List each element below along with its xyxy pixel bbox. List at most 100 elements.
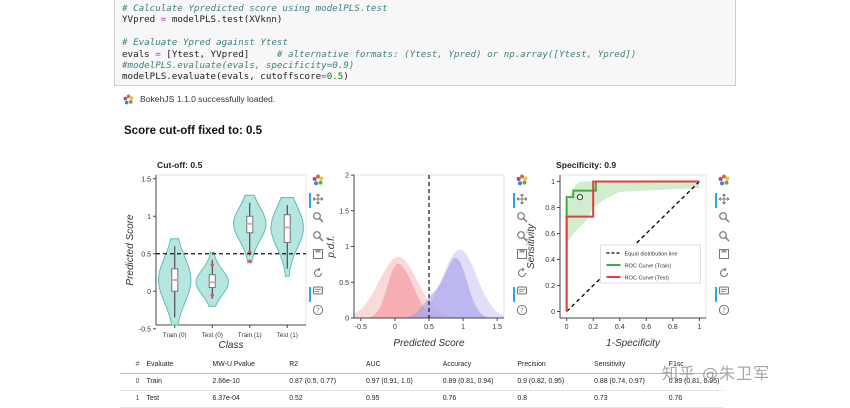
y-axis-label: Sensitivity (526, 223, 537, 269)
wheel-zoom-icon[interactable] (312, 230, 324, 242)
hover-icon[interactable] (516, 285, 528, 297)
column-header[interactable]: Sensitivity (591, 356, 666, 374)
y-tick-label: 0.6 (545, 231, 555, 238)
y-axis-label: Predicted Score (125, 214, 136, 286)
x-tick-label: 1 (697, 324, 701, 331)
y-tick-label: 0.8 (545, 205, 555, 212)
box-zoom-icon[interactable] (718, 211, 730, 223)
roc-line (565, 180, 700, 312)
table-row: 1 Test 6.37e-04 0.52 0.95 0.76 0.8 0.73 0.76 (120, 390, 723, 408)
column-header[interactable]: Evaluate (143, 356, 210, 374)
results-table: # Evaluate MW-U Pvalue R2 AUC Accuracy Precisi… (120, 356, 723, 408)
toolbar-active-indicator (715, 287, 717, 302)
pan-icon[interactable] (718, 193, 730, 205)
x-tick-label: Train (0) (163, 332, 187, 339)
table-cell: 0.87 (0.5, 0.77) (286, 373, 364, 391)
help-icon[interactable]: ? (516, 304, 528, 316)
code-token: evals (122, 48, 156, 60)
toolbar-active-indicator (715, 193, 717, 208)
column-header[interactable]: AUC (363, 356, 440, 374)
toolbar-active-indicator (513, 193, 515, 208)
box (283, 214, 291, 243)
legend-label: Equal distribution line (624, 251, 677, 257)
bokeh-logo-icon[interactable] (718, 174, 730, 186)
code-line: YVpred = modelPLS.test(XVknn) (122, 14, 735, 25)
y-tick-label: 0 (551, 309, 555, 316)
x-tick-label: 0.8 (668, 324, 678, 331)
box (208, 274, 216, 288)
box-zoom-icon[interactable] (312, 211, 324, 223)
table-row: 0 Train 2.66e-10 0.87 (0.5, 0.77) 0.97 (0.91… (120, 373, 723, 391)
reset-icon[interactable] (312, 267, 324, 279)
y-tick-label: 0.5 (141, 251, 151, 258)
x-tick-label: 0 (565, 324, 569, 331)
x-tick-label: 1 (461, 324, 465, 331)
x-tick-label: 0.5 (424, 324, 434, 331)
help-icon[interactable]: ? (312, 304, 324, 316)
x-tick-label: Train (1) (238, 332, 262, 339)
code-line: # Calculate Ypredicted score using model… (122, 3, 735, 14)
y-tick-label: 0 (345, 316, 349, 323)
density-area (354, 263, 504, 318)
code-token: ) (343, 71, 349, 83)
code-token: = (155, 48, 161, 60)
code-token: #modelPLS.evaluate(evals, specificity=0.… (122, 59, 355, 71)
violin-chart: 1.5 1 0.5 0 -0.5 Train (0) Test (0) Train (1) Te… (125, 174, 307, 351)
help-icon[interactable]: ? (718, 304, 730, 316)
save-icon[interactable] (718, 248, 730, 260)
pan-icon[interactable] (516, 193, 528, 205)
y-tick-label: 0.2 (545, 283, 555, 290)
svg-text:?: ? (520, 306, 524, 314)
bokeh-logo-icon[interactable] (312, 174, 324, 186)
y-axis-label: p.d.f. (326, 235, 337, 258)
wheel-zoom-icon[interactable] (516, 230, 528, 242)
column-header[interactable]: Precision (514, 356, 592, 374)
table-cell: 6.37e-04 (209, 390, 287, 408)
toolbar-active-indicator (513, 287, 515, 302)
bokeh-logo-icon (123, 93, 134, 104)
outlier-point (210, 293, 215, 297)
hover-icon[interactable] (312, 285, 324, 297)
column-header[interactable]: F1sc (665, 356, 723, 374)
wheel-zoom-icon[interactable] (718, 230, 730, 242)
confidence-band (566, 181, 700, 244)
code-line: modelPLS.evaluate(evals, cutoffscore=0.5… (122, 71, 735, 82)
table-cell: Train (143, 373, 210, 391)
toolbar-active-indicator (309, 193, 311, 208)
column-header[interactable]: R2 (286, 356, 364, 374)
roc-chart: 1 0.8 0.6 0.4 0.2 0 0 0.2 0.4 0.6 0.8 1 Equal distri… (526, 174, 707, 349)
y-tick-label: 1.5 (141, 176, 151, 183)
x-tick-label: Test (1) (277, 332, 298, 339)
code-line (122, 26, 735, 37)
page-title: Score cut-off fixed to: 0.5 (124, 125, 263, 137)
hover-icon[interactable] (718, 285, 730, 297)
column-header[interactable]: # (120, 356, 144, 374)
column-header[interactable]: Accuracy (439, 356, 515, 374)
y-tick-label: 1.5 (339, 208, 349, 215)
toolbar-active-indicator (309, 287, 311, 302)
table-cell: 0.95 (363, 390, 440, 408)
pan-icon[interactable] (312, 193, 324, 205)
table-cell: 0.73 (591, 390, 666, 408)
code-token: [Ytest, YVpred] (160, 48, 277, 60)
table-cell: 0.76 (665, 390, 723, 408)
save-icon[interactable] (516, 248, 528, 260)
density-area (354, 257, 504, 318)
outlier-point (210, 263, 215, 267)
bokeh-logo-icon[interactable] (516, 174, 528, 186)
y-tick-label: -0.5 (139, 326, 151, 333)
y-tick-label: 0.4 (545, 257, 555, 264)
reset-icon[interactable] (516, 267, 528, 279)
reset-icon[interactable] (718, 267, 730, 279)
code-cell[interactable]: # Calculate Ypredicted score using model… (114, 0, 736, 86)
box-zoom-icon[interactable] (516, 211, 528, 223)
column-header[interactable]: MW-U Pvalue (209, 356, 287, 374)
bokeh-status-text: BokehJS 1.1.0 successfully loaded. (140, 94, 276, 104)
svg-text:?: ? (722, 306, 726, 314)
legend-label: ROC Curve (Train) (624, 263, 671, 269)
x-axis-label: Class (218, 340, 243, 351)
table-cell: 0.52 (286, 390, 364, 408)
save-icon[interactable] (312, 248, 324, 260)
table-header-row: # Evaluate MW-U Pvalue R2 AUC Accuracy Precisi… (120, 356, 723, 374)
table-cell: 0.8 (514, 390, 592, 408)
